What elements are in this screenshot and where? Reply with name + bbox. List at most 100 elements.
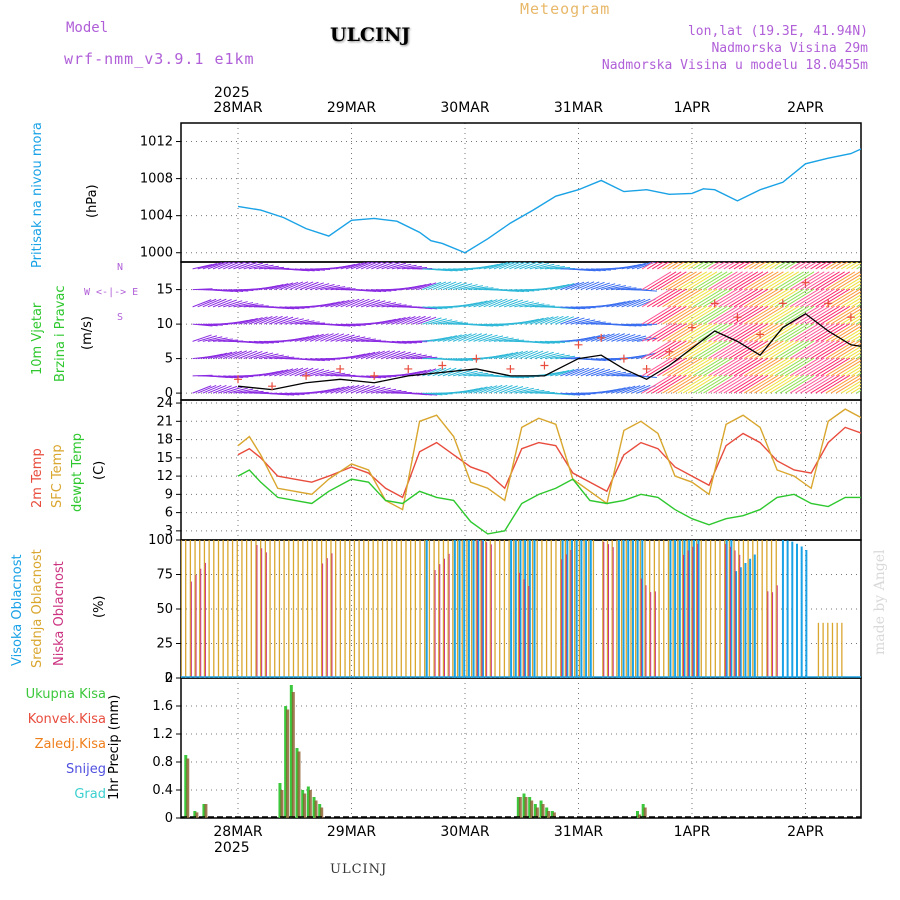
wind-arrow-330 [401,353,422,360]
wind-arrow-577 [560,368,580,377]
precip-panel: 0 0.4 0.8 1.2 1.6 2 [152,671,862,826]
wind-arrow-15 [197,263,218,270]
wind-arrow-816 [713,374,743,394]
wind-arrow-114 [264,354,284,360]
wind-arrow-1087 [882,251,900,269]
wind-arrow-625 [590,368,611,377]
wind-arrow-509 [514,301,534,308]
wind-arrow-448 [478,385,498,394]
wind-arrow-567 [550,267,571,270]
wind-arrow-1007 [830,262,844,270]
wind-arrow-1014 [835,273,861,291]
wind-arrow-805 [703,288,733,308]
wind-arrow-113 [263,370,284,377]
wind-arrow-679 [621,263,642,270]
wind-arrow-532 [529,316,549,325]
wind-arrow-857 [738,357,769,377]
wind-arrow-1093 [887,289,900,307]
wind-arrow-1067 [872,324,900,342]
wind-arrow-482 [498,351,519,360]
wind-arrow-1034 [851,352,861,360]
wind-arrow-219 [330,333,350,342]
wind-arrow-373 [427,306,448,309]
wind-arrow-748 [667,305,697,325]
precip-total-bar-13 [528,797,532,818]
wind-arrow-929 [784,357,815,377]
wind-arrow-118 [263,284,284,291]
wind-arrow-540 [534,316,554,325]
wind-arrow-826 [718,340,748,360]
precip-total-bar-6 [295,748,299,818]
wind-arrow-693 [631,298,651,308]
wind-arrow-63 [228,262,247,270]
wind-arrow-657 [611,372,632,377]
wind-arrow-205 [320,301,340,308]
wind-arrow-1015 [835,262,849,270]
wind-arrow-221 [330,299,350,308]
wind-arrow-584 [565,392,586,396]
wind-arrow-466 [488,353,509,360]
wind-arrow-1065 [872,358,900,376]
wind-arrow-329 [401,370,422,377]
wind-arrow-790 [692,271,723,291]
wind-arrow-29 [207,298,227,308]
wind-arrow-185 [309,369,330,377]
precip-legend-conv: Konvek.Kisa [27,712,106,727]
wind-arrow-229 [335,299,355,308]
wind-frame [180,261,862,401]
wind-arrow-87 [243,262,263,270]
wind-arrow-1049 [862,358,891,376]
wind-arrow-664 [616,385,636,394]
wind-arrow-1000 [830,374,861,394]
wind-arrow-1036 [851,317,861,325]
wind-arrow-875 [749,323,779,342]
wind-arrow-896 [764,374,794,394]
wind-arrow-496 [509,386,529,394]
wind-arrow-798 [697,271,728,291]
wind-gust-mark-7 [472,354,481,363]
wind-arrow-132 [274,316,294,325]
wind-arrow-855 [733,262,747,270]
top-day-label: 30MAR [440,100,490,116]
wind-arrow-847 [728,262,742,270]
wind-arrow-1072 [877,375,900,393]
wind-arrow-634 [596,358,617,361]
wind-gust-mark-15 [688,323,696,332]
wind-arrow-871 [743,262,757,270]
wind-arrow-1079 [877,251,900,269]
wind-arrow-80 [243,390,264,394]
wind-arrow-723 [652,323,682,342]
temperature-panel: 3 6 9 12 15 18 21 24 [156,396,862,541]
wind-arrow-933 [784,288,815,308]
wind-arrow-98 [253,352,274,360]
precip-legend-snow: Snijeg [66,762,106,777]
wind-arrow-714 [646,340,677,360]
wind-arrow-880 [754,374,784,394]
wind-arrow-1078 [877,272,900,290]
bottom-day-label: 28MAR [213,824,263,840]
wind-arrow-91 [248,340,269,344]
wind-gust-mark-3 [336,364,345,373]
wind-arrow-480 [498,385,518,394]
temp-line-0 [237,426,861,499]
wind-arrow-259 [355,338,376,342]
wind-arrow-867 [743,323,774,342]
wind-arrow-807 [703,262,716,270]
wind-arrow-55 [223,262,241,270]
wind-arrow-255 [350,262,370,270]
bottom-day-label: 30MAR [440,824,490,840]
wind-arrow-903 [764,262,777,270]
wind-arrow-559 [544,265,565,270]
wind-arrow-895 [759,262,772,270]
wind-arrow-72 [238,389,259,394]
cloud-ytick-label-3: 75 [156,568,173,583]
wind-arrow-752 [672,374,702,394]
wind-arrow-918 [774,271,805,291]
precip-total-bar-17 [550,811,554,818]
wind-arrow-166 [294,281,314,291]
wind-arrow-1032 [851,386,861,394]
wind-arrow-12 [197,323,218,327]
precip-series [181,685,861,818]
wind-arrow-609 [580,367,600,377]
wind-arrow-424 [463,387,483,394]
